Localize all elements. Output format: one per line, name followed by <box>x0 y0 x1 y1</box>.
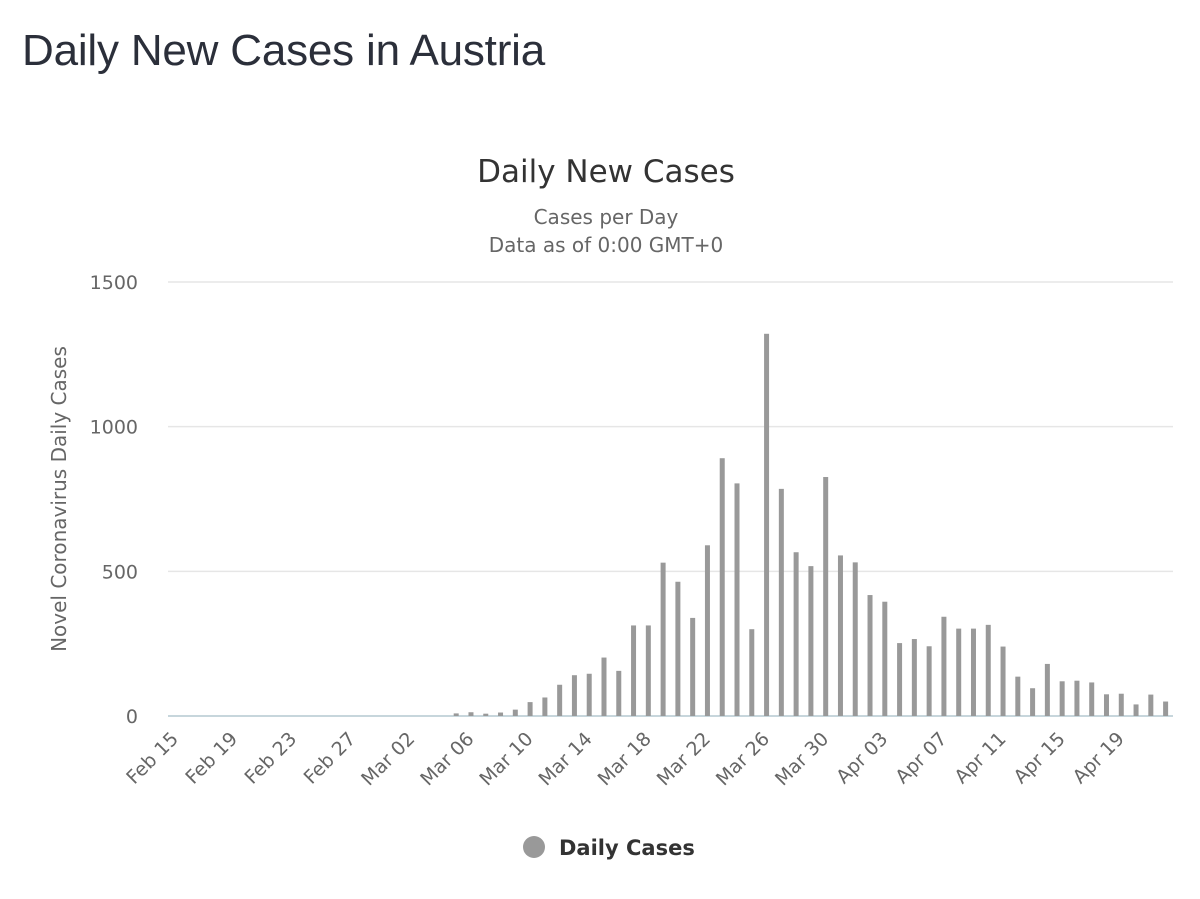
y-axis-title: Novel Coronavirus Daily Cases <box>47 346 71 652</box>
bar[interactable] <box>571 675 577 716</box>
bar[interactable] <box>1133 704 1139 716</box>
x-tick-label: Apr 19 <box>1069 728 1129 788</box>
bar[interactable] <box>1015 676 1021 716</box>
legend: Daily Cases <box>523 836 695 860</box>
bar[interactable] <box>527 702 533 716</box>
bar[interactable] <box>882 601 888 716</box>
bar[interactable] <box>764 333 770 716</box>
bar[interactable] <box>542 697 548 716</box>
x-tick-label: Mar 22 <box>653 728 715 790</box>
bar[interactable] <box>557 684 563 716</box>
chart-subtitle: Cases per Day <box>534 205 679 229</box>
bar[interactable] <box>1103 694 1109 716</box>
bar[interactable] <box>867 595 873 716</box>
x-tick-label: Feb 19 <box>181 728 242 789</box>
bar[interactable] <box>645 625 651 716</box>
bar[interactable] <box>1163 701 1169 716</box>
bar[interactable] <box>498 712 504 716</box>
x-tick-label: Mar 14 <box>534 728 596 790</box>
bar[interactable] <box>941 616 947 716</box>
bar[interactable] <box>616 670 622 716</box>
bar[interactable] <box>1030 688 1036 716</box>
chart-subtitle-data-date: Data as of 0:00 GMT+0 <box>489 233 724 257</box>
bar[interactable] <box>1148 694 1154 716</box>
x-tick-label: Feb 23 <box>240 728 301 789</box>
bar[interactable] <box>483 713 489 716</box>
y-tick-label: 500 <box>102 561 138 583</box>
bar[interactable] <box>778 488 784 716</box>
bar[interactable] <box>719 458 725 716</box>
bar[interactable] <box>823 477 829 716</box>
bar[interactable] <box>601 657 607 716</box>
bar[interactable] <box>749 629 755 716</box>
bar[interactable] <box>985 624 991 716</box>
y-axis-ticks: 0 500 1000 1500 <box>90 272 138 728</box>
legend-label-daily-cases[interactable]: Daily Cases <box>559 836 695 860</box>
x-tick-label: Mar 26 <box>712 728 774 790</box>
x-tick-label: Feb 27 <box>300 728 361 789</box>
bar[interactable] <box>586 673 592 716</box>
x-tick-label: Apr 15 <box>1010 728 1070 788</box>
x-tick-label: Mar 10 <box>475 728 537 790</box>
bar[interactable] <box>1074 680 1080 716</box>
bar[interactable] <box>690 617 696 716</box>
bar[interactable] <box>512 709 518 716</box>
bar[interactable] <box>734 483 740 716</box>
x-tick-label: Mar 18 <box>594 728 656 790</box>
bar[interactable] <box>468 712 474 716</box>
bar[interactable] <box>1000 646 1006 716</box>
legend-marker-daily-cases[interactable] <box>523 836 545 858</box>
gridlines <box>168 281 1173 717</box>
bar[interactable] <box>704 545 710 716</box>
bar[interactable] <box>793 552 799 716</box>
bar[interactable] <box>1059 681 1065 716</box>
bar[interactable] <box>453 713 459 716</box>
bar[interactable] <box>675 581 681 716</box>
x-tick-label: Mar 06 <box>416 728 478 790</box>
x-tick-label: Mar 30 <box>771 728 833 790</box>
x-tick-label: Apr 11 <box>950 728 1010 788</box>
bar[interactable] <box>956 628 962 716</box>
bar[interactable] <box>808 566 814 716</box>
bar[interactable] <box>852 562 858 716</box>
bar[interactable] <box>1044 663 1050 716</box>
bar[interactable] <box>660 562 666 716</box>
x-tick-label: Apr 03 <box>832 728 892 788</box>
x-tick-label: Mar 02 <box>357 728 419 790</box>
y-tick-label: 1500 <box>90 272 138 294</box>
x-tick-label: Feb 15 <box>122 728 183 789</box>
bar[interactable] <box>1118 693 1124 716</box>
page-title: Daily New Cases in Austria <box>22 26 545 75</box>
bar[interactable] <box>970 628 976 716</box>
y-tick-label: 0 <box>126 706 138 728</box>
y-tick-label: 1000 <box>90 417 138 439</box>
bar[interactable] <box>926 646 932 716</box>
bar[interactable] <box>897 643 903 716</box>
bar[interactable] <box>837 555 843 716</box>
bar-series <box>453 333 1169 716</box>
bar[interactable] <box>911 639 917 716</box>
x-tick-label: Apr 07 <box>891 728 951 788</box>
bar[interactable] <box>631 625 637 716</box>
bar[interactable] <box>1089 682 1095 716</box>
chart-title: Daily New Cases <box>477 154 735 190</box>
